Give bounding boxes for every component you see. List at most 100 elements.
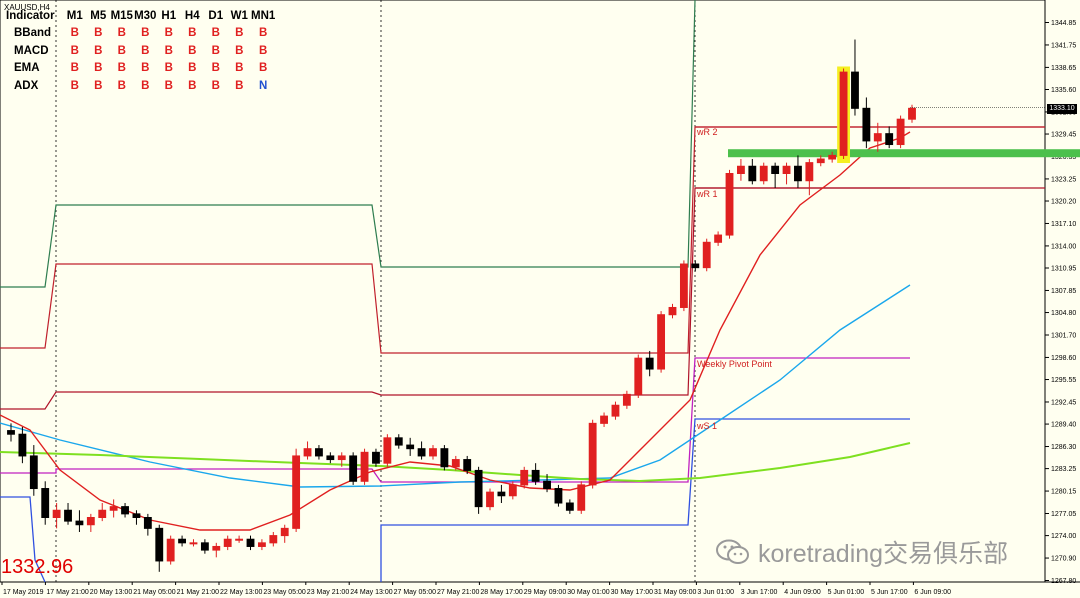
signal-cell-h1: B [164,44,173,57]
indicator-row-ema: EMA B B B B B B B B B [6,60,275,78]
timeframe-header-m5: M5 [90,9,107,22]
candle-body [463,459,472,471]
signal-cell-m15: B [117,62,126,75]
time-axis-label: 5 Jun 01:00 [828,589,865,596]
candle-body [292,455,301,529]
signal-cell-mn1: N [258,79,268,92]
candle-body [7,430,15,435]
signal-cell-m30: B [141,62,150,75]
signal-cell-h4: B [188,27,197,40]
envelope-line [0,187,1045,410]
signal-cell-m30: B [141,27,150,40]
candle-body [486,491,494,508]
candle-body [771,165,780,174]
signal-cell-d1: B [211,44,220,57]
signal-cell-m5: B [94,62,103,75]
signal-cell-m5: B [94,79,103,92]
bband-middle-line [0,126,1045,354]
time-axis-label: 6 Jun 09:00 [914,589,951,596]
price-axis-label: 1298.60 [1051,355,1076,362]
matrix-corner-label: Indicator [6,9,55,22]
signal-cell-d1: B [211,62,220,75]
price-axis-label: 1335.60 [1051,87,1076,94]
price-axis-label: 1329.45 [1051,132,1076,139]
price-axis-label: 1314.00 [1051,243,1076,250]
price-axis-label: 1295.55 [1051,377,1076,384]
candle-body [725,172,734,236]
candle-body [29,455,38,490]
candle-body [839,71,848,156]
candle-body [246,538,255,547]
candle-body [851,71,859,109]
candle-body [64,509,72,522]
watermark: koretrading交易俱乐部 [716,534,1008,570]
time-axis-label: 23 May 05:00 [263,589,306,596]
candle-body [508,484,517,497]
ws1-left-line [0,496,46,583]
signal-cell-m30: B [141,79,150,92]
time-axis-label: 5 Jun 17:00 [871,589,908,596]
candle-body [109,506,118,511]
candle-body [565,502,574,511]
candle-body [429,448,437,457]
bid-price-label: 1332.96 [1,556,74,578]
indicator-name: BBand [14,27,52,40]
time-axis-label: 29 May 09:00 [524,589,567,596]
candle-body [816,158,825,164]
candle-body [372,451,380,464]
time-axis-label: 31 May 09:00 [654,589,697,596]
signal-cell-m5: B [94,44,103,57]
bband-upper-line [0,0,696,288]
candle-body [531,469,540,482]
price-axis-label: 1270.90 [1051,556,1076,563]
price-axis-label: 1274.00 [1051,533,1076,540]
signal-cell-w1: B [235,79,244,92]
candle-body [828,154,837,160]
signal-cell-d1: B [211,27,220,40]
price-axis-label: 1286.30 [1051,444,1076,451]
pivot-label-weekly-pivot: Weekly Pivot Point [697,359,772,369]
candle-body [782,165,791,174]
price-axis-label: 1310.95 [1051,266,1076,273]
price-axis-label: 1277.05 [1051,511,1076,518]
candle-body [668,306,677,316]
time-axis-label: 22 May 13:00 [220,589,263,596]
price-axis-label: 1323.25 [1051,176,1076,183]
signal-cell-h4: B [188,62,197,75]
candle-body [406,444,415,450]
time-axis-label: 20 May 13:00 [90,589,133,596]
candle-body [440,448,449,468]
time-axis-label: 23 May 21:00 [307,589,350,596]
indicator-row-macd: MACD B B B B B B B B B [6,42,275,60]
candle-body [908,107,916,120]
price-axis-label: 1280.15 [1051,489,1076,496]
time-axis-label: 21 May 21:00 [177,589,220,596]
time-axis-label: 17 May 2019 [3,589,44,596]
candle-body [18,433,27,457]
time-axis-label: 3 Jun 01:00 [697,589,734,596]
signal-cell-h1: B [164,62,173,75]
candle-body [143,516,152,529]
candle-body [657,314,666,370]
candle-body [280,527,289,537]
candle-body [257,542,266,547]
indicator-name: ADX [14,79,39,92]
signal-cell-m1: B [70,79,79,92]
candle-body [337,455,346,461]
price-axis-label: 1307.85 [1051,288,1076,295]
signal-cell-m5: B [94,27,103,40]
candle-body [360,451,369,482]
candle-body [269,535,278,544]
time-axis-label: 27 May 05:00 [394,589,437,596]
indicator-row-adx: ADX B B B B B B B B N [6,77,275,95]
signal-cell-d1: B [211,79,220,92]
signal-cell-m15: B [117,44,126,57]
price-axis-label: 1320.20 [1051,199,1076,206]
signal-cell-m1: B [70,27,79,40]
candle-body [121,506,129,515]
candle-body [520,469,529,486]
candle-body [326,455,335,461]
candle-body [748,165,757,182]
candle-body [588,422,597,486]
